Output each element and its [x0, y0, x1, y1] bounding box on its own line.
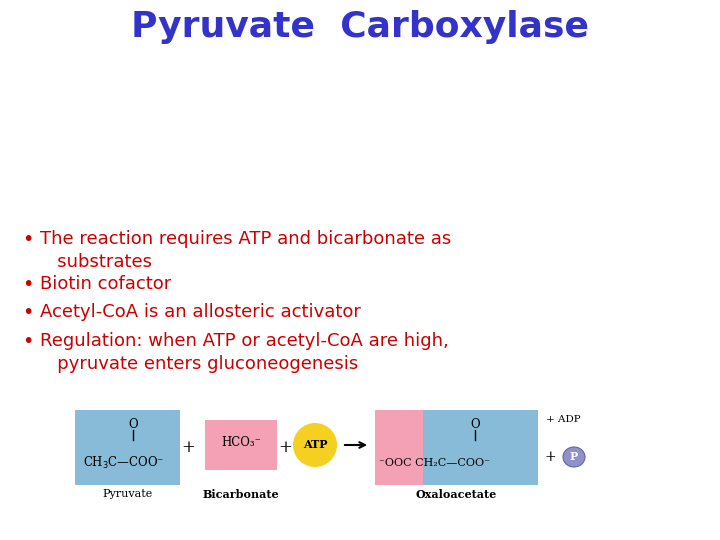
Circle shape: [293, 423, 337, 467]
Text: •: •: [22, 230, 33, 249]
Text: •: •: [22, 275, 33, 294]
Ellipse shape: [563, 447, 585, 467]
Text: O: O: [470, 418, 480, 431]
FancyBboxPatch shape: [423, 410, 538, 485]
Text: Bicarbonate: Bicarbonate: [203, 489, 279, 500]
FancyBboxPatch shape: [375, 410, 423, 485]
Text: +: +: [278, 439, 292, 456]
Text: P: P: [570, 451, 578, 462]
Text: +: +: [544, 450, 556, 464]
Text: Oxaloacetate: Oxaloacetate: [416, 489, 497, 500]
Text: Regulation: when ATP or acetyl-CoA are high,
   pyruvate enters gluconeogenesis: Regulation: when ATP or acetyl-CoA are h…: [40, 332, 449, 373]
Text: O: O: [128, 418, 138, 431]
Text: Acetyl-CoA is an allosteric activator: Acetyl-CoA is an allosteric activator: [40, 303, 361, 321]
Text: ATP: ATP: [302, 440, 328, 450]
Text: ⁻OOC CH₂C—COO⁻: ⁻OOC CH₂C—COO⁻: [379, 458, 490, 468]
FancyBboxPatch shape: [75, 410, 180, 485]
Text: The reaction requires ATP and bicarbonate as
   substrates: The reaction requires ATP and bicarbonat…: [40, 230, 451, 271]
Text: •: •: [22, 303, 33, 322]
Text: Biotin cofactor: Biotin cofactor: [40, 275, 171, 293]
Text: Pyruvate  Carboxylase: Pyruvate Carboxylase: [131, 10, 589, 44]
Text: CH$_3$C—COO⁻: CH$_3$C—COO⁻: [83, 455, 164, 471]
FancyBboxPatch shape: [205, 420, 277, 470]
Text: + ADP: + ADP: [546, 415, 580, 424]
Text: •: •: [22, 332, 33, 351]
Text: HCO₃⁻: HCO₃⁻: [221, 436, 261, 449]
Text: +: +: [181, 439, 195, 456]
Text: Pyruvate: Pyruvate: [102, 489, 153, 499]
